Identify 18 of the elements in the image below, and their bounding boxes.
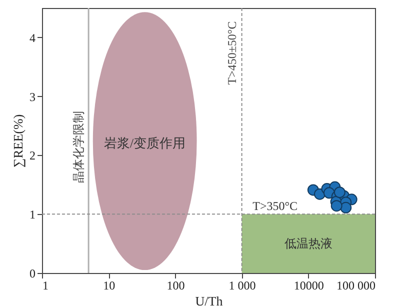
x-axis-title: U/Th bbox=[195, 294, 224, 307]
ref-line-label: 晶体化学限制 bbox=[72, 110, 86, 183]
y-tick-label: 2 bbox=[30, 148, 36, 163]
x-tick-label: 1 000 bbox=[228, 278, 256, 292]
annotation: 岩浆/变质作用 bbox=[104, 135, 186, 150]
x-tick-label: 1 bbox=[42, 278, 48, 292]
ref-line-label: T>450±50°C bbox=[224, 21, 239, 85]
y-tick-label: 3 bbox=[30, 90, 36, 104]
x-tick-label: 10 bbox=[103, 278, 116, 292]
y-tick-label: 1 bbox=[30, 208, 36, 222]
y-tick-label: 0 bbox=[30, 266, 36, 280]
band-label: 低温热液 bbox=[284, 236, 332, 251]
y-axis-title: ∑REE(%) bbox=[10, 114, 26, 168]
x-tick-label: 100 000 bbox=[336, 278, 376, 292]
ref-line-label: T>350°C bbox=[252, 199, 298, 214]
x-tick-label: 100 bbox=[166, 278, 185, 292]
x-tick-label: 10000 bbox=[294, 278, 324, 292]
y-tick-label: 4 bbox=[30, 30, 36, 45]
